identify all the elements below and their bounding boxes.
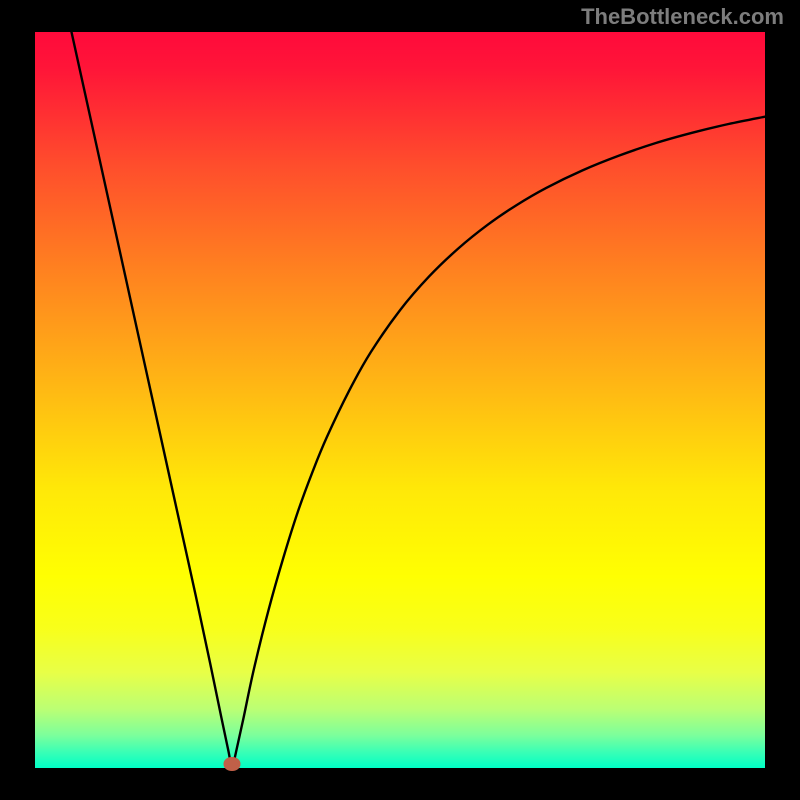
bottleneck-curve [35, 32, 765, 768]
watermark-text: TheBottleneck.com [581, 4, 784, 30]
plot-area [35, 32, 765, 768]
chart-container: TheBottleneck.com [0, 0, 800, 800]
optimum-marker [224, 757, 241, 771]
curve-path [72, 32, 766, 768]
